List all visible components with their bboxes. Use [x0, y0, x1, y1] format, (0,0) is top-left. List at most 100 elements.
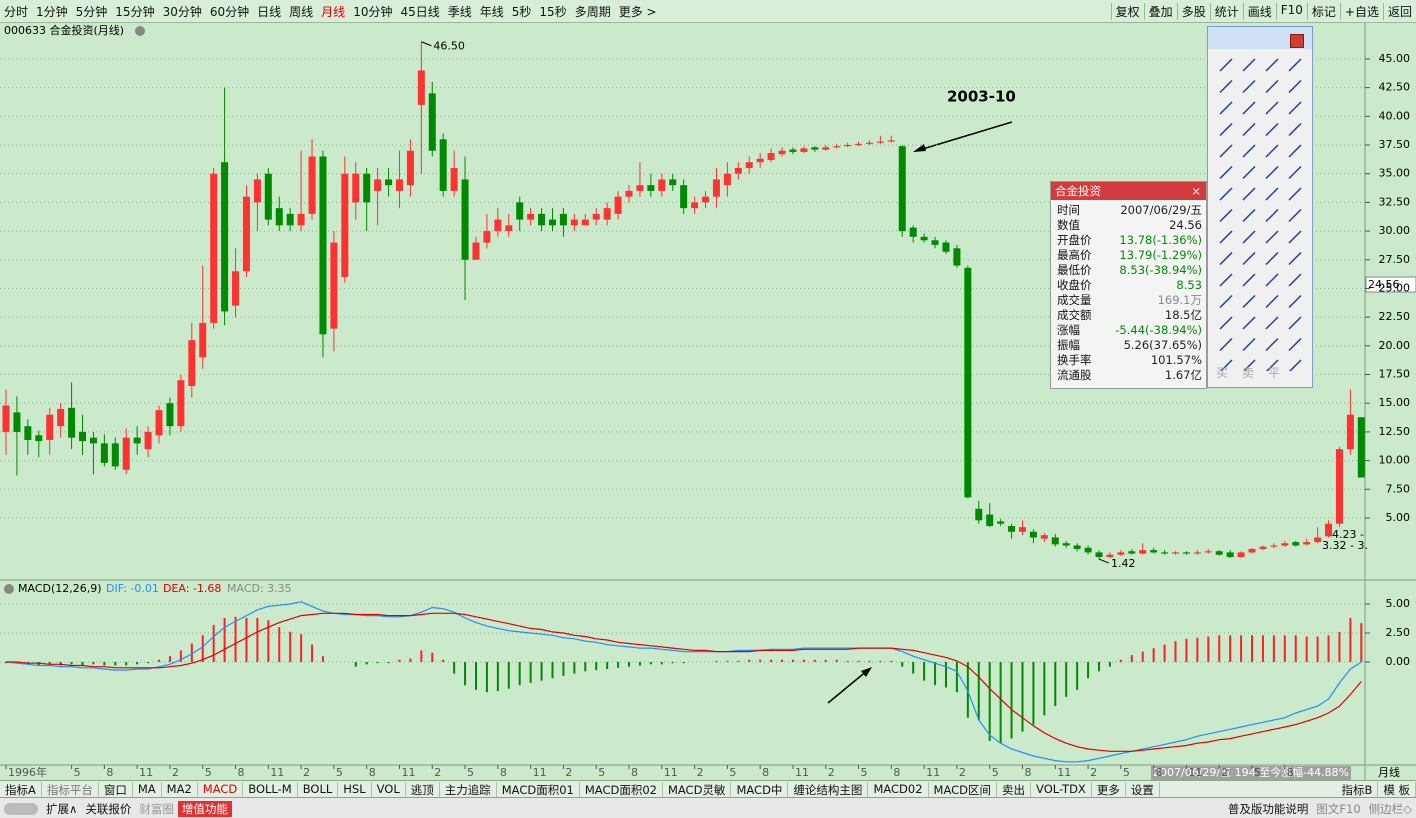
- indicator-tab[interactable]: 窗口: [99, 781, 133, 798]
- tool-icon: [1288, 337, 1302, 352]
- indicator-tab[interactable]: 更多: [1092, 781, 1126, 798]
- low-pointer: [1098, 558, 1110, 564]
- indicator-tab[interactable]: MACD面积01: [497, 781, 580, 798]
- period-item[interactable]: 30分钟: [162, 4, 202, 19]
- candle-body: [538, 213, 546, 226]
- indicator-tab[interactable]: VOL-TDX: [1031, 781, 1092, 798]
- candle-body: [1292, 542, 1300, 546]
- indicator-tab[interactable]: MA2: [162, 781, 198, 798]
- period-item[interactable]: 分时: [4, 4, 29, 19]
- period-item[interactable]: 周线: [289, 4, 314, 19]
- period-item[interactable]: 日线: [257, 4, 282, 19]
- period-item[interactable]: 45日线: [400, 4, 440, 19]
- tool-icon: [1219, 251, 1233, 266]
- palette-buy[interactable]: 买: [1216, 366, 1229, 380]
- tool-item[interactable]: F10: [1275, 2, 1307, 20]
- tool-item[interactable]: +自选: [1339, 2, 1383, 20]
- period-item[interactable]: 5分钟: [75, 4, 108, 19]
- candle-body: [1150, 550, 1158, 553]
- period-item[interactable]: 季线: [447, 4, 472, 19]
- period-item[interactable]: 10分钟: [353, 4, 393, 19]
- template-tab[interactable]: 模 板: [1378, 781, 1416, 798]
- period-item[interactable]: 1分钟: [36, 4, 68, 19]
- indicator-tab[interactable]: MACD02: [868, 781, 929, 798]
- candle-body: [428, 93, 436, 151]
- tool-item[interactable]: 标记: [1306, 2, 1340, 20]
- indicator-tab[interactable]: 卖出: [997, 781, 1032, 798]
- candle-body: [789, 149, 797, 152]
- indicator-tab[interactable]: 指标A: [0, 781, 42, 798]
- indicator-tab[interactable]: MACD区间: [929, 781, 998, 798]
- footer-item[interactable]: 图文F10: [1316, 801, 1361, 816]
- tool-icon: [1288, 359, 1302, 371]
- tool-item[interactable]: 返回: [1382, 2, 1416, 20]
- period-item[interactable]: 月线: [321, 4, 346, 19]
- indicator-tab[interactable]: BOLL-M: [243, 781, 298, 798]
- candle-body: [1281, 543, 1289, 546]
- macd-menu-icon[interactable]: [4, 584, 14, 594]
- legend-entry: DEA: -1.68: [163, 582, 221, 595]
- toggle[interactable]: [4, 802, 38, 815]
- candle-body: [658, 179, 666, 191]
- tool-item[interactable]: 统计: [1209, 2, 1243, 20]
- period-item[interactable]: 60分钟: [209, 4, 250, 19]
- footer-item[interactable]: 增值功能: [177, 800, 232, 817]
- indicator-tab[interactable]: 设置: [1126, 781, 1160, 798]
- period-item[interactable]: 15秒: [539, 4, 567, 19]
- candle-body: [341, 173, 349, 277]
- template-tab[interactable]: 指标B: [1336, 781, 1379, 798]
- tool-item[interactable]: 复权: [1110, 2, 1144, 20]
- candle-body: [712, 179, 720, 197]
- indicator-tab[interactable]: MACD面积02: [580, 781, 663, 798]
- indicator-tab[interactable]: 主力追踪: [440, 781, 497, 798]
- indicator-tab[interactable]: 逃顶: [406, 781, 440, 798]
- period-item[interactable]: 更多 >: [618, 4, 657, 19]
- palette-flat[interactable]: 平: [1268, 366, 1281, 380]
- indicator-tab[interactable]: 指标平台: [42, 781, 99, 798]
- indicator-tab[interactable]: 缠论结构主图: [788, 781, 869, 798]
- footer-item[interactable]: 财富圈: [139, 801, 174, 816]
- palette-close[interactable]: [1290, 34, 1304, 48]
- candle-body: [581, 219, 589, 226]
- indicator-tab[interactable]: BOLL: [298, 781, 339, 798]
- indicator-tab[interactable]: MACD: [198, 781, 244, 798]
- indicator-tab[interactable]: MA: [133, 781, 162, 798]
- candle-body: [1215, 551, 1223, 555]
- x-tick-label: 11: [1188, 766, 1202, 779]
- period-item[interactable]: 年线: [479, 4, 504, 19]
- tool-icon: [1265, 294, 1279, 309]
- footer-item[interactable]: 扩展∧: [46, 801, 78, 816]
- period-item[interactable]: 多周期: [574, 4, 611, 19]
- high-label: 46.50: [433, 40, 465, 53]
- palette-sell[interactable]: 卖: [1242, 366, 1255, 380]
- tool-item[interactable]: 画线: [1242, 2, 1276, 20]
- info-close[interactable]: ×: [1191, 184, 1201, 198]
- indicator-tab[interactable]: MACD中: [731, 781, 789, 798]
- period-item[interactable]: 15分钟: [115, 4, 155, 19]
- indicator-tab[interactable]: VOL: [372, 781, 406, 798]
- period-item[interactable]: 5秒: [511, 4, 532, 19]
- info-row: 流通股 1.67亿: [1051, 368, 1206, 383]
- info-label: 换手率: [1057, 353, 1092, 367]
- footer-item[interactable]: 关联报价: [85, 801, 132, 816]
- tool-item[interactable]: 叠加: [1143, 2, 1177, 20]
- footer-item[interactable]: 普及版功能说明: [1227, 801, 1309, 816]
- candle-body: [1084, 547, 1092, 553]
- candle-body: [942, 242, 950, 252]
- tool-item[interactable]: 多股: [1176, 2, 1210, 20]
- tool-icon: [1265, 101, 1279, 115]
- y-tick-label: 7.50: [1386, 482, 1411, 495]
- footer-item[interactable]: 侧边栏◇: [1368, 801, 1412, 816]
- indicator-tab[interactable]: MACD灵敏: [663, 781, 732, 798]
- info-row: 最低价 8.53(-38.94%): [1051, 263, 1206, 278]
- x-tick-label: 5: [74, 766, 81, 779]
- title-menu-icon[interactable]: [135, 26, 145, 36]
- candle-body: [745, 162, 753, 168]
- candle-body: [122, 437, 130, 470]
- indicator-tab[interactable]: HSL: [338, 781, 372, 798]
- candle-body: [199, 322, 207, 358]
- x-tick-label: 11: [270, 766, 284, 779]
